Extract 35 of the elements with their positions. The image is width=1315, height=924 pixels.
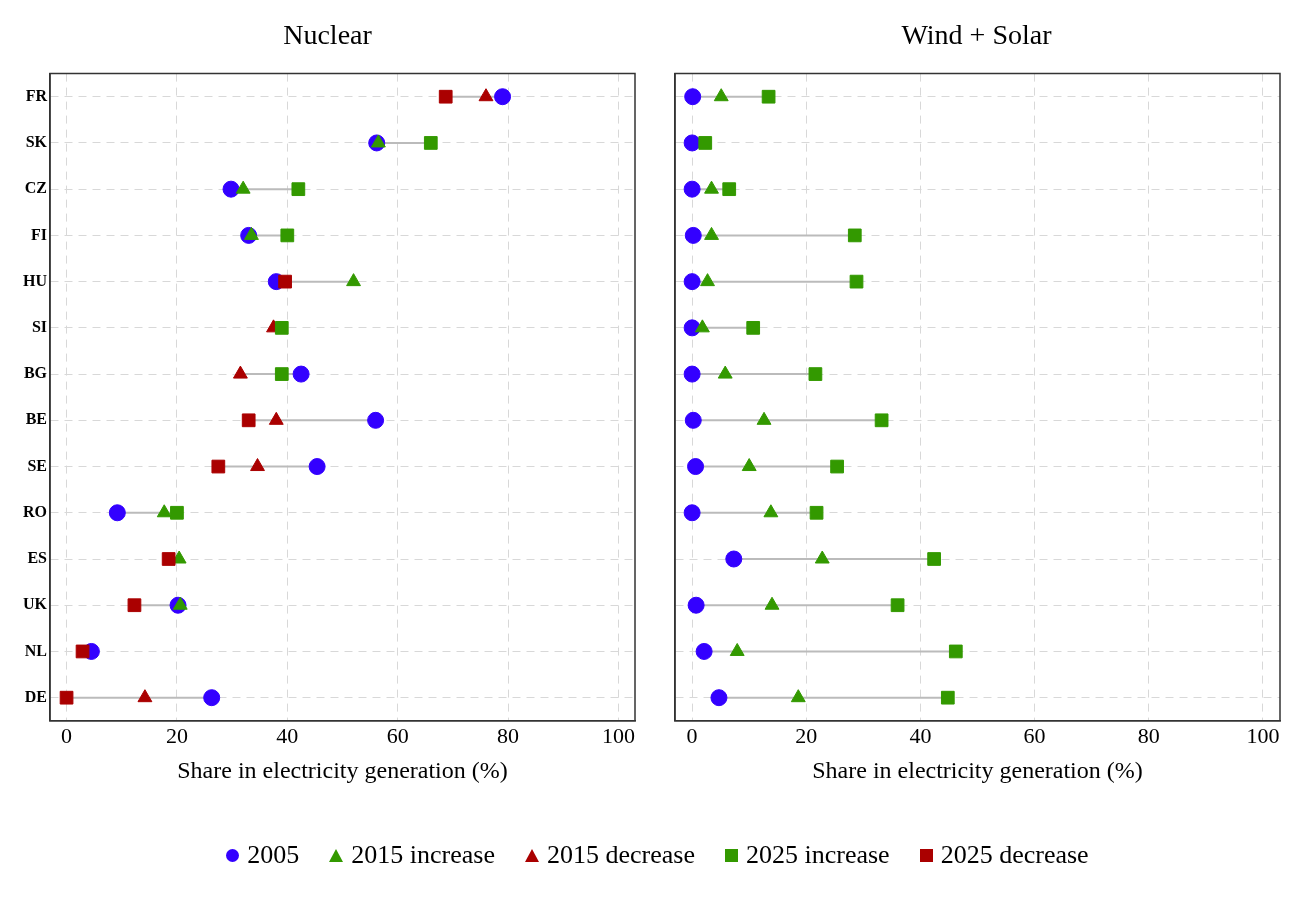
x-tick-label: 0 <box>61 722 73 748</box>
x-axis-title: Share in electricity generation (%) <box>812 756 1143 783</box>
x-tick-label: 60 <box>386 722 409 748</box>
y-tick-label: FR <box>25 86 48 104</box>
x-tick-label: 20 <box>795 722 818 748</box>
y-tick-label: SE <box>27 456 47 474</box>
y-tick-label: SK <box>25 133 48 151</box>
x-tick-label: 100 <box>601 722 635 748</box>
legend-label: 2005 <box>247 840 300 870</box>
y-tick-label: SI <box>31 318 47 335</box>
legend-label: 2015 increase <box>351 840 496 870</box>
x-tick-label: 0 <box>686 722 698 748</box>
y-tick-label: DE <box>24 687 47 705</box>
chart-title: Wind + Solar <box>901 19 1053 51</box>
x-axis-title: Share in electricity generation (%) <box>177 756 508 783</box>
x-tick-label: 100 <box>1246 722 1280 748</box>
y-tick-label: RO <box>23 502 47 520</box>
y-tick-label: BG <box>23 364 48 382</box>
chart-title: Nuclear <box>283 19 373 51</box>
y-tick-label: NL <box>24 641 47 659</box>
y-tick-label: UK <box>23 595 48 613</box>
x-tick-label: 80 <box>497 722 520 748</box>
y-tick-label: BE <box>25 410 47 428</box>
legend-label: 2015 decrease <box>547 840 695 870</box>
legend-label: 2025 decrease <box>940 840 1089 870</box>
y-tick-label: ES <box>27 549 48 567</box>
x-tick-label: 20 <box>165 722 188 748</box>
x-tick-label: 40 <box>276 722 299 748</box>
x-tick-label: 40 <box>909 722 932 748</box>
y-tick-label: CZ <box>24 179 47 197</box>
legend-label: 2025 increase <box>746 840 890 870</box>
x-tick-label: 80 <box>1137 722 1160 748</box>
y-tick-label: FI <box>31 225 47 243</box>
y-tick-label: HU <box>23 271 48 289</box>
x-tick-label: 60 <box>1023 722 1046 748</box>
